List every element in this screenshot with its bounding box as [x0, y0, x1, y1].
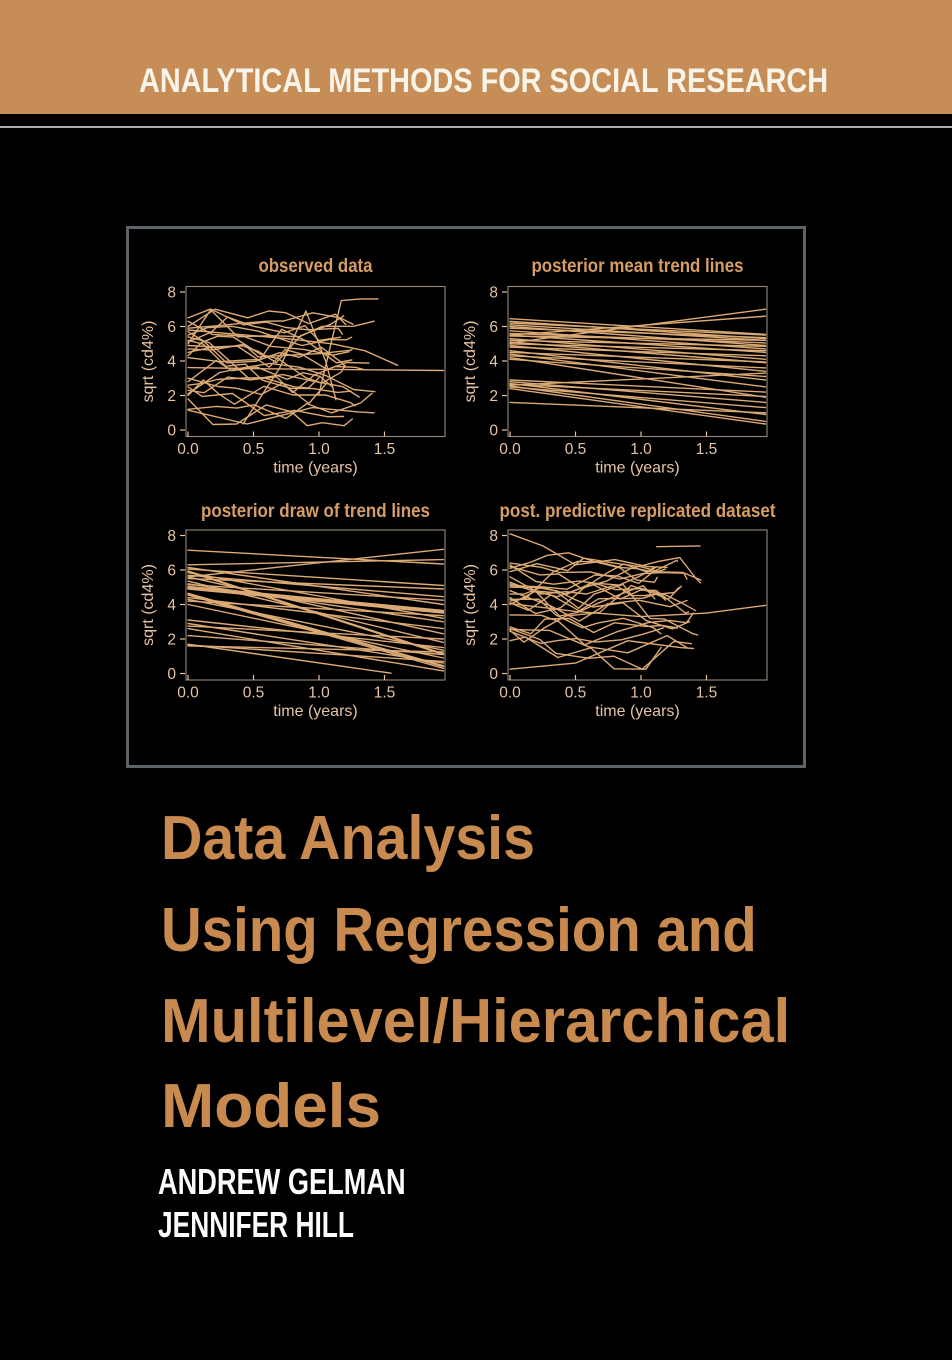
svg-text:4: 4 [489, 597, 498, 614]
svg-text:time (years): time (years) [595, 703, 679, 720]
svg-text:0.0: 0.0 [177, 685, 199, 702]
svg-text:time (years): time (years) [273, 703, 357, 720]
svg-text:1.0: 1.0 [630, 685, 652, 702]
svg-text:6: 6 [489, 319, 498, 336]
svg-text:2: 2 [489, 632, 498, 649]
svg-text:4: 4 [489, 354, 498, 371]
svg-text:6: 6 [489, 563, 498, 580]
svg-text:posterior mean trend lines: posterior mean trend lines [532, 256, 744, 277]
svg-text:2: 2 [167, 388, 176, 405]
svg-text:4: 4 [167, 597, 176, 614]
svg-text:1.0: 1.0 [630, 441, 652, 458]
svg-text:posterior draw of trend lines: posterior draw of trend lines [201, 501, 430, 522]
svg-text:2: 2 [489, 388, 498, 405]
svg-text:0.5: 0.5 [243, 441, 265, 458]
svg-text:0.0: 0.0 [177, 441, 199, 458]
svg-text:1.5: 1.5 [374, 685, 396, 702]
svg-text:sqrt (cd4%): sqrt (cd4%) [140, 564, 157, 646]
svg-text:0: 0 [489, 666, 498, 683]
svg-text:1.5: 1.5 [696, 685, 718, 702]
svg-text:0.0: 0.0 [499, 685, 521, 702]
svg-text:time (years): time (years) [273, 460, 357, 477]
svg-text:4: 4 [167, 354, 176, 371]
svg-text:0.5: 0.5 [565, 441, 587, 458]
svg-text:6: 6 [167, 319, 176, 336]
svg-text:observed data: observed data [259, 256, 373, 277]
svg-text:1.5: 1.5 [374, 441, 396, 458]
svg-text:0.5: 0.5 [243, 685, 265, 702]
svg-text:sqrt (cd4%): sqrt (cd4%) [462, 321, 479, 403]
svg-text:1.0: 1.0 [308, 441, 330, 458]
svg-text:1.0: 1.0 [308, 685, 330, 702]
svg-text:2: 2 [167, 632, 176, 649]
svg-text:0: 0 [489, 423, 498, 440]
svg-text:sqrt (cd4%): sqrt (cd4%) [462, 564, 479, 646]
svg-text:8: 8 [489, 285, 498, 302]
svg-text:sqrt (cd4%): sqrt (cd4%) [140, 321, 157, 403]
svg-text:8: 8 [167, 285, 176, 302]
svg-text:8: 8 [167, 528, 176, 545]
svg-text:8: 8 [489, 528, 498, 545]
svg-text:6: 6 [167, 563, 176, 580]
svg-text:0.0: 0.0 [499, 441, 521, 458]
svg-text:time (years): time (years) [595, 460, 679, 477]
svg-text:0: 0 [167, 423, 176, 440]
svg-text:post. predictive replicated da: post. predictive replicated dataset [500, 501, 777, 522]
svg-text:0: 0 [167, 666, 176, 683]
svg-text:1.5: 1.5 [696, 441, 718, 458]
svg-text:0.5: 0.5 [565, 685, 587, 702]
